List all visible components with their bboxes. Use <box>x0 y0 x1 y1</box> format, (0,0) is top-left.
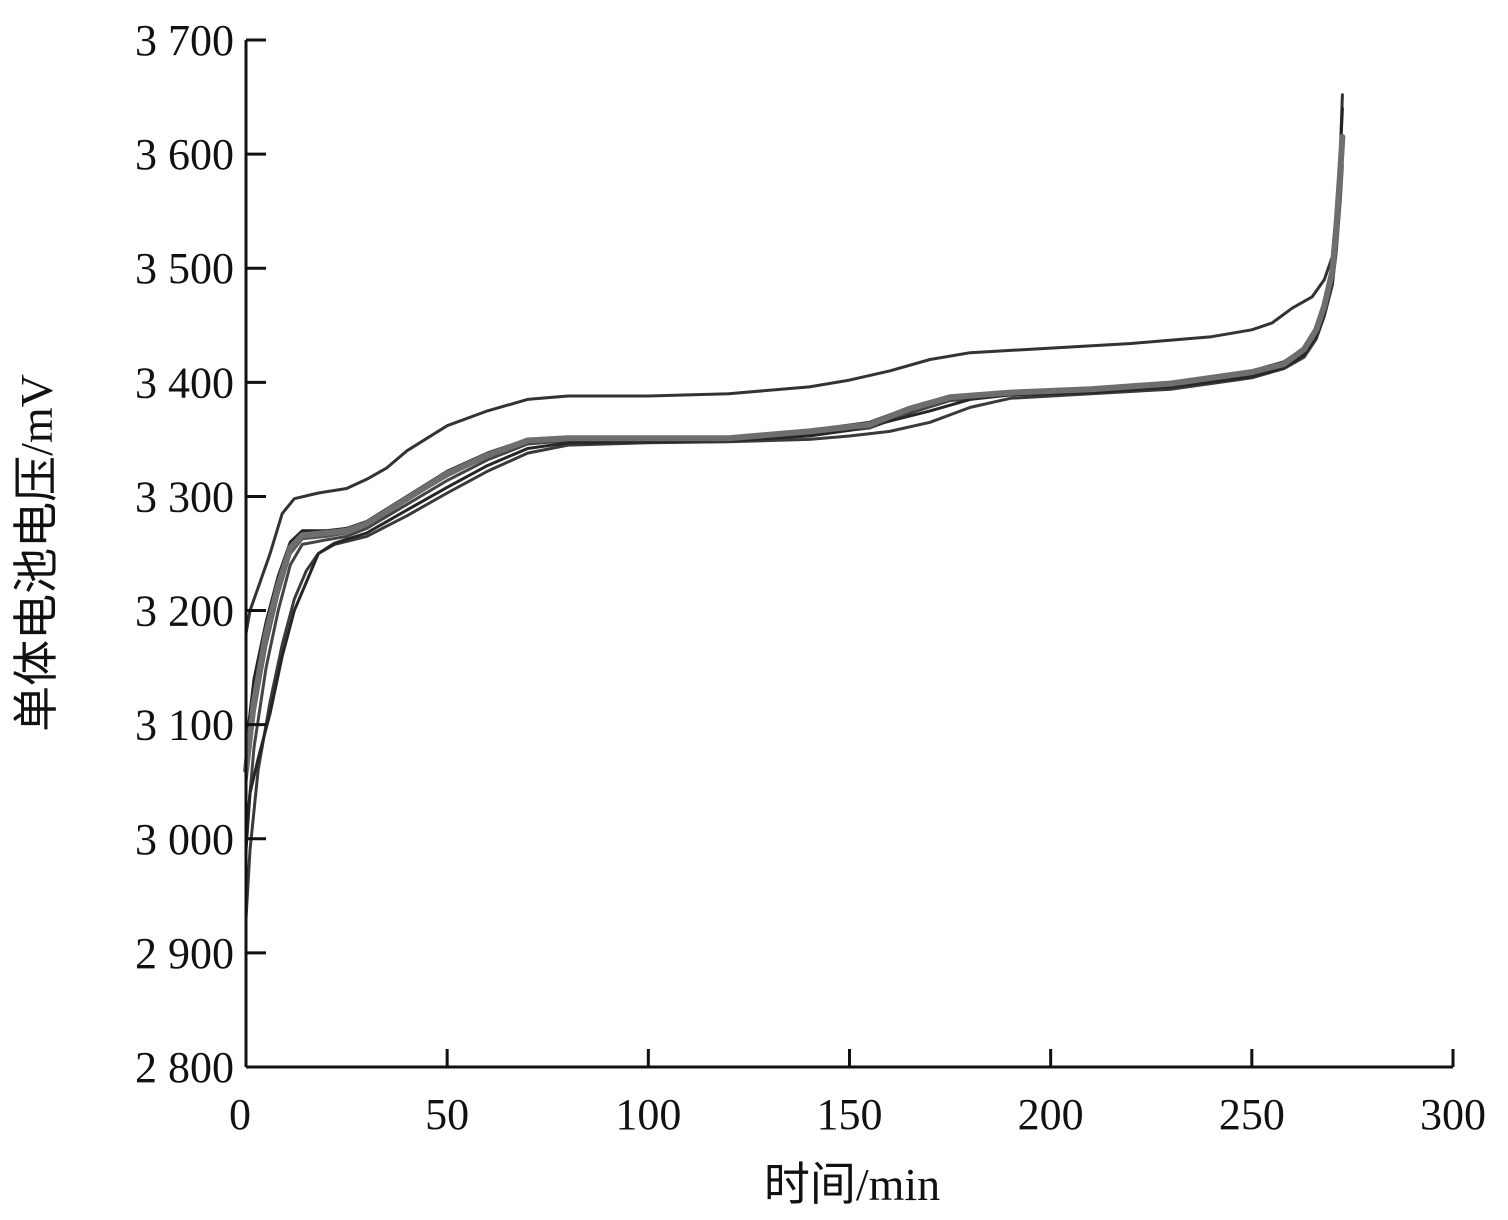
y-axis-title: 单体电池电压/mV <box>11 374 62 732</box>
x-ticks: 0 50 100 150 200 250 300 <box>229 1049 1486 1139</box>
y-tick-label: 3 000 <box>135 815 234 864</box>
x-axis-title: 时间/min <box>764 1159 940 1210</box>
y-tick-label: 3 600 <box>135 130 234 179</box>
y-tick-label: 3 400 <box>135 358 234 407</box>
x-tick-label: 0 <box>229 1090 251 1139</box>
y-tick-label: 3 500 <box>135 244 234 293</box>
x-tick-label: 100 <box>615 1090 681 1139</box>
y-tick-label: 2 900 <box>135 929 234 978</box>
y-tick-label: 3 100 <box>135 701 234 750</box>
y-tick-label: 2 800 <box>135 1043 234 1092</box>
x-tick-label: 300 <box>1420 1090 1486 1139</box>
x-tick-label: 150 <box>817 1090 883 1139</box>
y-ticks: 2 800 2 900 3 000 3 100 3 200 3 300 3 400 3 500… <box>135 16 266 1092</box>
x-tick-label: 50 <box>425 1090 469 1139</box>
series-line-6 <box>244 146 1344 852</box>
axes-layer <box>244 40 1453 1069</box>
series-layer <box>243 93 1346 921</box>
series-line-5 <box>244 164 1344 921</box>
y-tick-label: 3 200 <box>135 587 234 636</box>
series-line-2 <box>244 107 1344 749</box>
x-tick-label: 250 <box>1219 1090 1285 1139</box>
series-line-7 <box>243 134 1346 774</box>
y-tick-label: 3 300 <box>135 472 234 521</box>
y-tick-label: 3 700 <box>135 16 234 65</box>
x-tick-label: 200 <box>1018 1090 1084 1139</box>
series-line-3 <box>244 141 1344 784</box>
series-line-1 <box>244 93 1344 635</box>
